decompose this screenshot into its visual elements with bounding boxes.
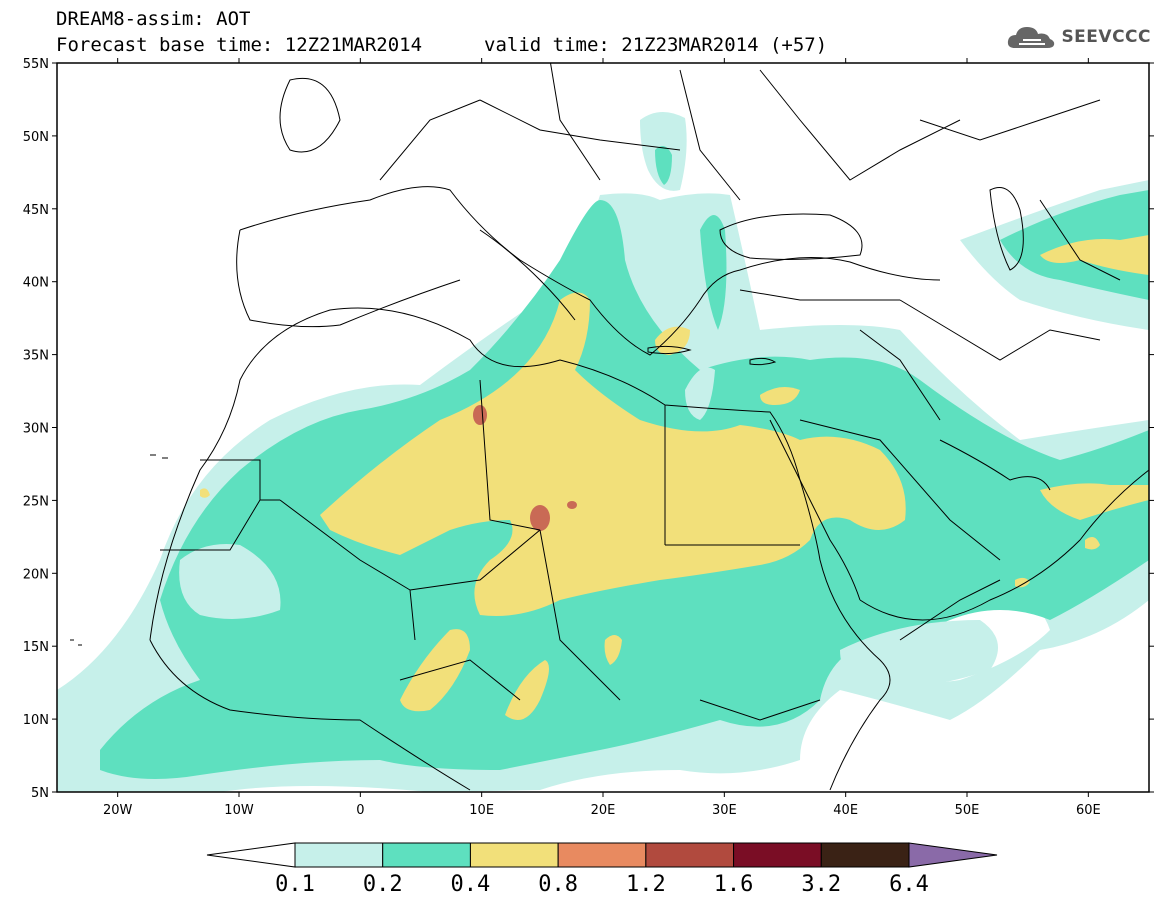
mali-border	[279, 499, 416, 641]
lon-tick-label: 10E	[469, 803, 494, 818]
nigeria-border	[399, 659, 521, 701]
coastlines-borders	[70, 63, 1149, 791]
canary-islands	[150, 454, 168, 459]
arabia-coast	[859, 469, 1149, 621]
cape-verde	[70, 639, 82, 646]
lon-tick-label: 40E	[833, 803, 858, 818]
iran-border	[899, 299, 1101, 361]
lon-tick-label: 60E	[1076, 803, 1101, 818]
europe-border-4	[679, 69, 741, 201]
longitude-axis: 20W 10W 0 10E 20E 30E 40E 50E 60E	[103, 58, 1101, 818]
colorbar-label: 6.4	[889, 872, 929, 897]
iberia-coast	[236, 229, 461, 328]
niger-border	[409, 529, 541, 591]
yemen-border	[899, 579, 1001, 641]
seevccc-logo: SEEVCCC	[1005, 22, 1151, 52]
cyprus	[749, 357, 777, 366]
europe-coastline	[239, 186, 941, 356]
italy-coast	[479, 229, 576, 321]
west-africa-coast	[149, 639, 471, 791]
lat-tick-label: 35N	[23, 349, 49, 364]
map-title: DREAM8-assim: AOT	[56, 8, 251, 30]
colorbar: 0.1 0.2 0.4 0.8 1.2 1.6 3.2 6.4	[206, 842, 998, 897]
kazakhstan-border	[919, 99, 1101, 141]
lat-tick-label: 45N	[23, 203, 49, 218]
africa-coastline	[149, 307, 891, 791]
saudi-border	[799, 419, 1001, 561]
europe-border-5	[759, 69, 961, 181]
persian-gulf	[939, 439, 1051, 491]
aot-level-0.1-inner	[179, 367, 998, 690]
saharan-border	[200, 459, 280, 501]
iraq-border	[859, 329, 941, 421]
lat-tick-label: 30N	[23, 422, 49, 437]
lon-tick-label: 10W	[224, 803, 254, 818]
lon-tick-label: 20E	[591, 803, 616, 818]
cloud-icon	[1008, 27, 1055, 48]
lon-tick-label: 50E	[955, 803, 980, 818]
crete	[647, 345, 692, 355]
east-africa-border	[699, 699, 821, 721]
lat-tick-label: 50N	[23, 130, 49, 145]
latitude-axis: 55N 50N 45N 40N 35N 30N 25N 20N 15N 10N 5N	[23, 57, 1154, 801]
colorbar-box	[645, 842, 735, 868]
colorbar-high-triangle	[908, 842, 998, 868]
central-asia-border	[1039, 199, 1121, 281]
lat-tick-label: 15N	[23, 640, 49, 655]
colorbar-label: 0.1	[275, 872, 315, 897]
aot-level-0.8	[473, 405, 577, 531]
lat-tick-label: 10N	[23, 713, 49, 728]
aot-field	[57, 63, 1149, 792]
lat-tick-label: 40N	[23, 276, 49, 291]
turkey-border	[739, 289, 900, 301]
colorbar-label: 0.2	[363, 872, 403, 897]
lon-tick-label: 20W	[103, 803, 133, 818]
colorbar-label: 0.4	[451, 872, 491, 897]
caspian-sea	[989, 187, 1024, 271]
colorbar-box	[382, 842, 471, 868]
logo-text: SEEVCCC	[1061, 27, 1151, 47]
lat-tick-label: 55N	[23, 57, 49, 72]
mauritania-border	[160, 499, 261, 551]
colorbar-box	[557, 842, 647, 868]
colorbar-low-triangle	[206, 842, 296, 868]
lon-tick-label: 0	[356, 803, 364, 818]
colorbar-box	[820, 842, 910, 868]
europe-border-3	[549, 63, 601, 181]
lat-tick-label: 20N	[23, 567, 49, 582]
colorbar-label: 1.2	[626, 872, 666, 897]
valid-time: valid time: 21Z23MAR2014 (+57)	[484, 34, 828, 56]
lon-tick-label: 30E	[712, 803, 737, 818]
europe-border-1	[379, 99, 481, 181]
black-sea	[719, 213, 863, 260]
lat-tick-label: 25N	[23, 494, 49, 509]
algeria-border	[479, 379, 541, 531]
britain	[279, 77, 341, 153]
colorbar-box	[733, 842, 822, 868]
colorbar-label: 0.8	[538, 872, 578, 897]
lat-tick-label: 5N	[31, 786, 49, 801]
red-sea	[769, 419, 861, 601]
forecast-base-time: Forecast base time: 12Z21MAR2014	[56, 34, 423, 56]
colorbar-label: 3.2	[801, 872, 841, 897]
chad-border	[539, 529, 621, 701]
colorbar-box	[294, 842, 384, 868]
colorbar-label: 1.6	[714, 872, 754, 897]
colorbar-box	[469, 842, 559, 868]
